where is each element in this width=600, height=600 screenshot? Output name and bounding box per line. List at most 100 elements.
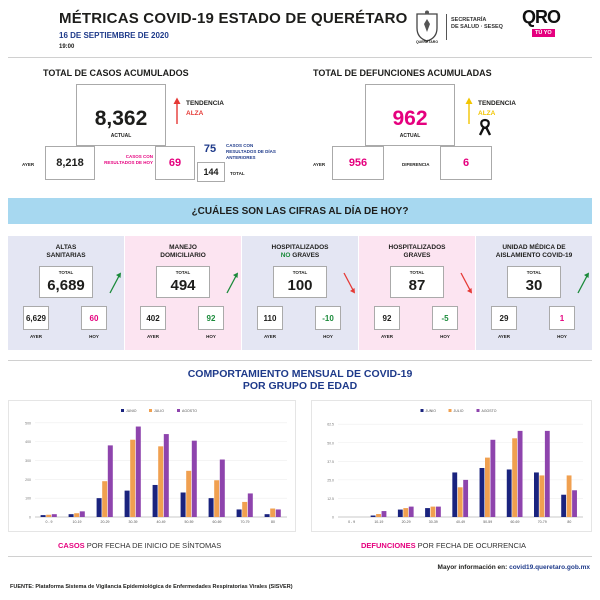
bar bbox=[381, 511, 387, 517]
bar bbox=[403, 508, 409, 517]
bar bbox=[158, 446, 164, 517]
legend-swatch bbox=[476, 409, 480, 412]
casos-chart-caption: CASOS POR FECHA DE INICIO DE SÍNTOMAS bbox=[58, 541, 221, 550]
bar bbox=[191, 440, 197, 517]
bar bbox=[102, 481, 108, 517]
trend-up-arrow-icon bbox=[577, 272, 589, 294]
defunciones-ayer-box: 956 bbox=[332, 146, 384, 180]
page-title: MÉTRICAS COVID-19 ESTADO DE QUERÉTARO bbox=[59, 10, 408, 27]
panel-total-label: TOTAL bbox=[175, 270, 191, 275]
panel-2: HOSPITALIZADOS NO GRAVES TOTAL 100 110 -… bbox=[242, 236, 358, 350]
defunciones-chart-frame: 0 12.5 25.0 37.5 50.0 62.5 JUNIO JULIO AGOSTO 0 -… bbox=[311, 400, 592, 532]
panel-hoy-box: -10 bbox=[315, 306, 341, 330]
legend-swatch bbox=[420, 409, 424, 412]
x-tick-label: 40-49 bbox=[157, 520, 166, 524]
casos-tendencia-value: ALZA bbox=[186, 110, 204, 117]
more-info: Mayor información en: covid19.queretaro.… bbox=[438, 564, 590, 571]
casos-actual-label: ACTUAL bbox=[110, 133, 132, 139]
section3-title-line1: COMPORTAMIENTO MENSUAL DE COVID-19 bbox=[187, 368, 413, 380]
bar bbox=[408, 506, 414, 517]
panel-ayer-label: AYER bbox=[497, 334, 511, 339]
trend-up-arrow-icon bbox=[109, 272, 121, 294]
defunciones-diferencia-box: 6 bbox=[440, 146, 492, 180]
casos-title: TOTAL DE CASOS ACUMULADOS bbox=[43, 68, 189, 78]
casos-ayer-label: AYER bbox=[22, 162, 35, 167]
panel-ayer-value: 402 bbox=[146, 313, 160, 323]
panel-total-box: TOTAL 87 bbox=[390, 266, 444, 298]
bar bbox=[96, 498, 102, 517]
panel-hoy-value: 92 bbox=[206, 313, 216, 323]
x-tick-label: 40-49 bbox=[456, 520, 465, 524]
defunciones-caption-accent: DEFUNCIONES bbox=[361, 541, 416, 550]
bar bbox=[219, 459, 225, 517]
defunciones-ayer-label: AYER bbox=[313, 162, 326, 167]
panel-hoy-value: -5 bbox=[441, 313, 449, 323]
defunciones-ayer-value: 956 bbox=[348, 157, 368, 169]
panel-title-line1: MANEJO bbox=[169, 244, 197, 251]
x-tick-label: 50-59 bbox=[185, 520, 194, 524]
bar bbox=[490, 439, 496, 517]
y-tick-label: 0 bbox=[29, 516, 31, 520]
bar bbox=[534, 472, 539, 517]
y-tick-label: 500 bbox=[25, 421, 31, 425]
qro-brand-tag: TÚ YO bbox=[532, 29, 555, 37]
panel-hoy-box: -5 bbox=[432, 306, 458, 330]
panel-hoy-box: 92 bbox=[198, 306, 224, 330]
bar bbox=[163, 434, 169, 517]
panel-hoy-label: HOY bbox=[206, 334, 216, 339]
panel-ayer-box: 6,629 bbox=[23, 306, 49, 330]
y-tick-label: 300 bbox=[25, 459, 31, 463]
panel-total-label: TOTAL bbox=[409, 270, 425, 275]
seal-caption: QUERÉTARO bbox=[415, 40, 439, 44]
section3-rule bbox=[8, 360, 592, 361]
panel-total-label: TOTAL bbox=[58, 270, 74, 275]
casos-hoy-box: 69 bbox=[155, 146, 195, 180]
question-banner: ¿CUÁLES SON LAS CIFRAS AL DÍA DE HOY? bbox=[8, 198, 592, 224]
header-divider bbox=[446, 14, 447, 40]
bar bbox=[397, 509, 403, 517]
legend-label: JULIO bbox=[454, 409, 464, 413]
casos-trend-up-arrow-icon bbox=[173, 97, 181, 124]
defunciones-actual-value: 962 bbox=[392, 107, 428, 130]
bar bbox=[544, 430, 550, 517]
x-tick-label: 50-59 bbox=[483, 520, 492, 524]
legend-label: AGOSTO bbox=[182, 409, 197, 413]
panel-total-value: 87 bbox=[408, 277, 426, 294]
defunciones-diferencia-label: DIFERENCIA bbox=[402, 162, 430, 167]
panel-title: MANEJO DOMICILIARIO bbox=[125, 244, 241, 260]
panel-hoy-box: 1 bbox=[549, 306, 575, 330]
casos-actual-value: 8,362 bbox=[94, 107, 148, 130]
bar bbox=[506, 469, 512, 517]
bar bbox=[124, 490, 130, 517]
secretaria-logo: SECRETARÍA DE SALUD · SESEQ bbox=[451, 17, 503, 31]
bar bbox=[214, 480, 220, 517]
bar bbox=[430, 506, 436, 517]
x-tick-label: 80 bbox=[271, 520, 275, 524]
panel-total-label: TOTAL bbox=[526, 270, 542, 275]
defunciones-trend-up-arrow-icon bbox=[465, 97, 473, 124]
defunciones-actual-box: 962 ACTUAL bbox=[365, 84, 455, 146]
bar bbox=[74, 513, 80, 517]
panel-ayer-box: 92 bbox=[374, 306, 400, 330]
panel-0: ALTAS SANITARIAS TOTAL 6,689 6,629 60 AY… bbox=[8, 236, 124, 350]
more-info-url[interactable]: covid19.queretaro.gob.mx bbox=[509, 564, 590, 571]
casos-total-value: 144 bbox=[203, 167, 219, 177]
x-tick-label: 60-69 bbox=[213, 520, 222, 524]
defunciones-actual-label: ACTUAL bbox=[399, 133, 421, 139]
panel-title: ALTAS SANITARIAS bbox=[8, 244, 124, 260]
legend-label: JULIO bbox=[154, 409, 164, 413]
footer-rule bbox=[8, 556, 592, 557]
panel-hoy-value: 1 bbox=[559, 313, 565, 323]
casos-hoy-label: CASOS CON RESULTADOS DE HOY bbox=[104, 154, 153, 165]
panel-hoy-label: HOY bbox=[440, 334, 450, 339]
legend-swatch bbox=[121, 409, 124, 412]
bar bbox=[152, 484, 158, 517]
panel-title-accent: NO bbox=[280, 252, 291, 259]
y-tick-label: 37.5 bbox=[327, 460, 334, 464]
panel-total-value: 30 bbox=[525, 277, 543, 294]
bar bbox=[247, 493, 253, 517]
bar bbox=[107, 445, 113, 517]
defunciones-diferencia-value: 6 bbox=[462, 157, 470, 169]
x-tick-label: 10-19 bbox=[73, 520, 82, 524]
defunciones-caption-rest: POR FECHA DE OCURRENCIA bbox=[415, 541, 527, 550]
